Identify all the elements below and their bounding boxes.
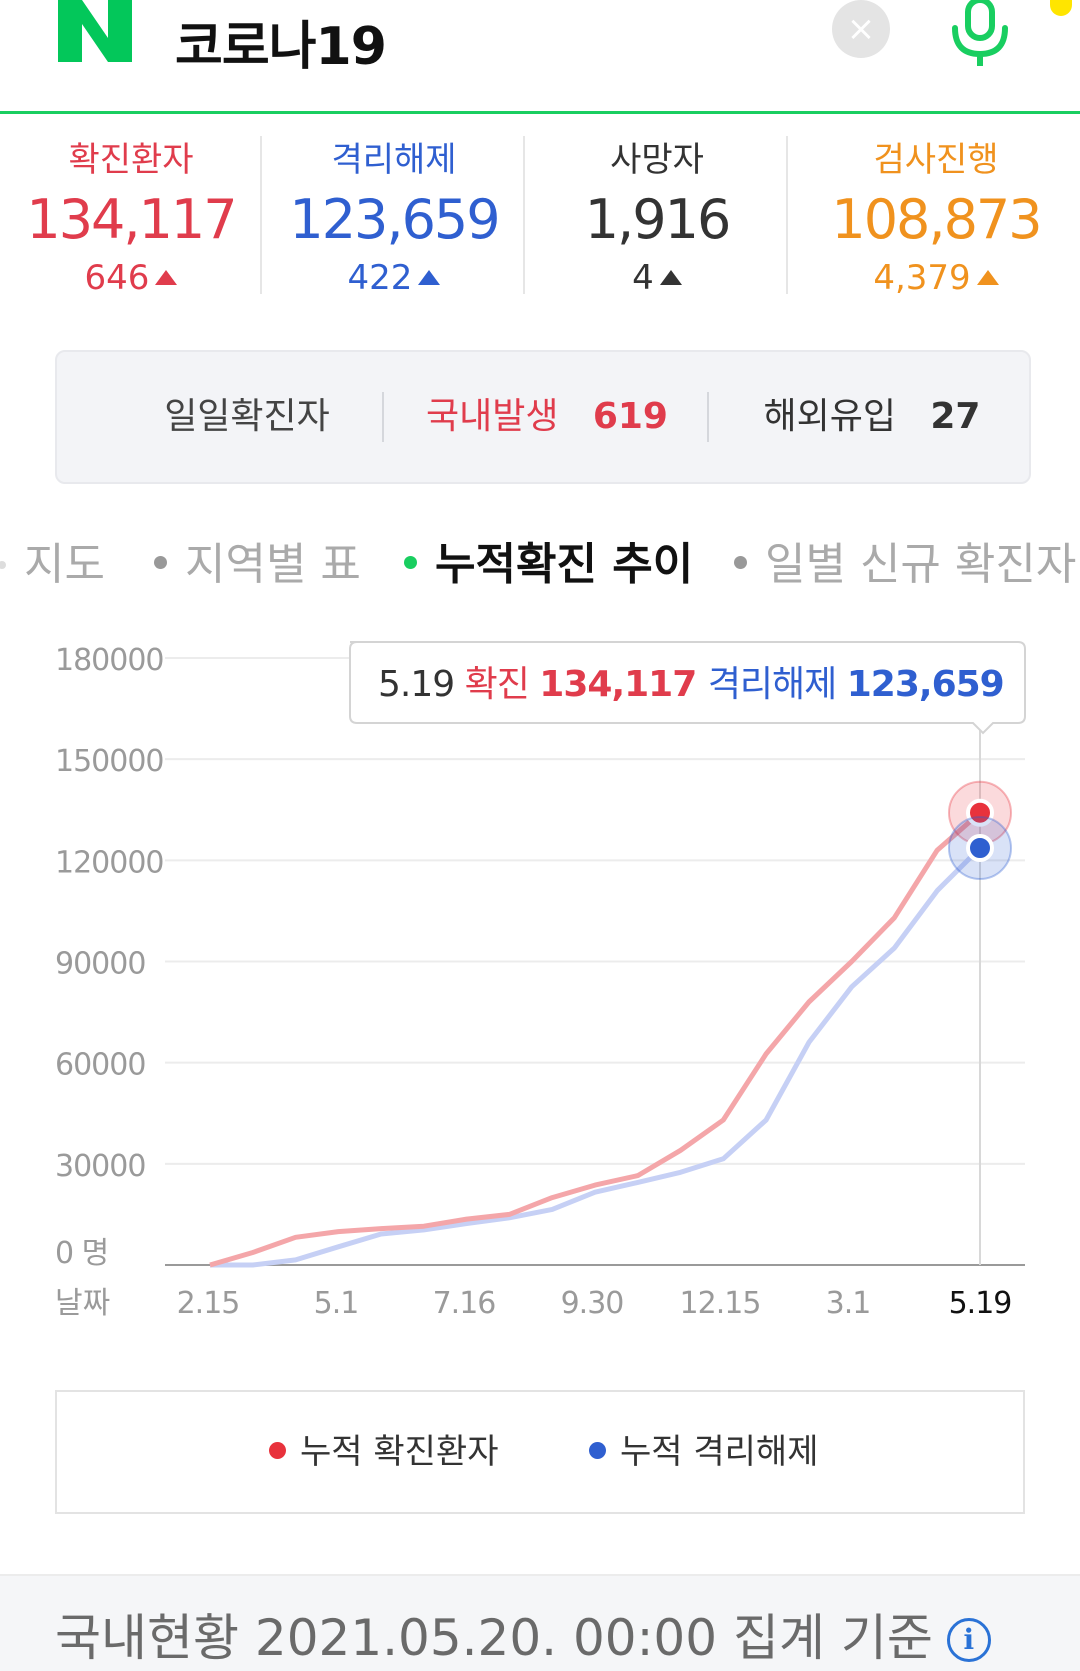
aggregation-note: 국내현황 2021.05.20. 00:00 집계 기준 i: [55, 1598, 991, 1670]
series-line-confirmed: [209, 810, 982, 1268]
red-dot-icon: [269, 1442, 286, 1459]
blue-dot-icon: [589, 1442, 606, 1459]
x-tick-label: 3.1: [826, 1286, 871, 1321]
series-line-released: [210, 846, 982, 1268]
stat-label: 격리해제: [331, 140, 457, 180]
tooltip-confirmed-value: 134,117: [539, 664, 708, 705]
footer: 국내현황 2021.05.20. 00:00 집계 기준 i: [0, 1574, 1080, 1671]
up-triangle-icon: [659, 270, 682, 285]
daily-title: 일일확진자: [164, 396, 330, 437]
info-icon[interactable]: i: [946, 1618, 991, 1662]
stat-label: 확진환자: [68, 140, 194, 180]
y-tick-label: 60000: [55, 1048, 145, 1083]
cumulative-chart[interactable]: 0 명 30000 60000 90000 120000 150000 180000 날짜 2.…: [0, 620, 1080, 1340]
stat-value: 108,873: [831, 188, 1042, 251]
tooltip-box: [349, 641, 1026, 735]
divider: [707, 392, 709, 442]
x-tick-label: 12.15: [680, 1286, 761, 1321]
y-tick-label: 30000: [55, 1149, 145, 1184]
stat-value: 1,916: [584, 188, 732, 251]
y-tick-label: 180000: [55, 643, 164, 678]
tooltip-released-value: 123,659: [847, 664, 1004, 705]
y-tick-label: 90000: [55, 947, 145, 982]
up-triangle-icon: [155, 270, 178, 285]
bullet-icon: [404, 556, 417, 569]
bullet-icon: [154, 556, 167, 569]
stat-change: 646: [0, 258, 262, 298]
tab-cumulative-trend[interactable]: 누적확진 추이: [404, 528, 693, 592]
search-query[interactable]: 코로나19: [175, 17, 387, 77]
divider: [260, 136, 262, 294]
divider: [786, 136, 788, 294]
stat-value: 123,659: [289, 188, 500, 251]
x-tick-label: 5.19: [949, 1286, 1012, 1321]
microphone-icon[interactable]: [945, 0, 1015, 70]
chart-legend: 누적 확진환자 누적 격리해제: [55, 1390, 1025, 1514]
tooltip-text: 5.19 확진 134,117 격리해제 123,659: [378, 664, 1004, 705]
y-tick-label: 0 명: [55, 1236, 108, 1271]
divider: [523, 136, 525, 294]
y-tick-label: 120000: [55, 845, 164, 880]
stat-deaths: 사망자 1,916 4: [526, 128, 788, 298]
stat-change: 4,379: [805, 258, 1067, 298]
daily-domestic: 국내발생 619: [426, 396, 668, 437]
bullet-icon: [734, 556, 747, 569]
stat-change: 4: [526, 258, 788, 298]
daily-overseas: 해외유입 27: [763, 396, 981, 437]
x-tick-label: 9.30: [561, 1286, 624, 1321]
chart-tooltip: 5.19 확진 134,117 격리해제 123,659: [349, 641, 1026, 735]
divider: [382, 392, 384, 442]
legend-released[interactable]: 누적 격리해제: [589, 1392, 819, 1512]
stat-confirmed: 확진환자 134,117 646: [0, 128, 262, 298]
chart-tabs: 지도 지역별 표 누적확진 추이 일별 신규 확진자: [0, 528, 1080, 594]
stat-testing: 검사진행 108,873 4,379: [805, 128, 1067, 298]
stats-summary: 확진환자 134,117 646 격리해제 123,659 422 사망자 1,…: [0, 128, 1080, 298]
legend-confirmed[interactable]: 누적 확진환자: [269, 1392, 499, 1512]
daily-confirmed-box: 일일확진자 국내발생 619 해외유입 27: [55, 350, 1031, 484]
up-triangle-icon: [418, 270, 441, 285]
tooltip-released-label: 격리해제: [708, 664, 847, 705]
chart-svg[interactable]: 0 명 30000 60000 90000 120000 150000 180000 날짜 2.…: [0, 620, 1080, 1340]
stat-value: 134,117: [26, 188, 237, 251]
tab-region-table[interactable]: 지역별 표: [154, 528, 361, 592]
stat-released: 격리해제 123,659 422: [263, 128, 525, 298]
notification-dot: [1050, 0, 1072, 16]
y-tick-label: 150000: [55, 744, 164, 779]
stat-label: 검사진행: [873, 140, 999, 180]
stat-label: 사망자: [610, 140, 704, 180]
x-tick-label: 5.1: [314, 1286, 359, 1321]
naver-logo-icon[interactable]: [58, 0, 132, 62]
bullet-icon: [0, 561, 6, 569]
close-icon: ×: [846, 9, 876, 49]
x-tick-label: 2.15: [177, 1286, 240, 1321]
up-triangle-icon: [976, 270, 999, 285]
tab-daily-new[interactable]: 일별 신규 확진자: [734, 528, 1076, 592]
data-point-confirmed: [966, 798, 994, 827]
x-tick-label: 7.16: [433, 1286, 496, 1321]
x-axis-label: 날짜: [55, 1286, 110, 1321]
data-point-released: [966, 833, 994, 862]
tab-map[interactable]: 지도: [0, 528, 105, 592]
stat-change: 422: [263, 258, 525, 298]
tooltip-confirmed-label: 확진: [465, 664, 540, 705]
clear-search-button[interactable]: ×: [832, 0, 890, 58]
search-header: 코로나19 ×: [0, 0, 1080, 114]
tooltip-date: 5.19: [378, 664, 465, 705]
